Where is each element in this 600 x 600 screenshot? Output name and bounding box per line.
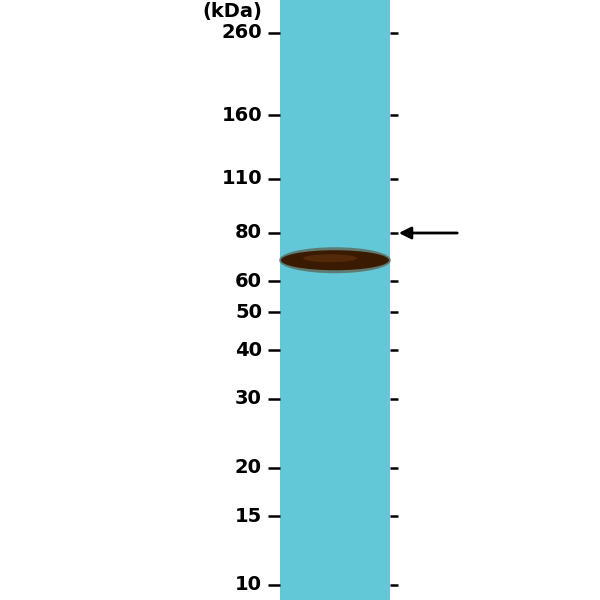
Ellipse shape	[303, 254, 357, 262]
Text: 15: 15	[235, 507, 262, 526]
Text: 30: 30	[235, 389, 262, 409]
Text: 10: 10	[235, 575, 262, 595]
Text: 160: 160	[221, 106, 262, 125]
Text: 110: 110	[221, 169, 262, 188]
Text: 80: 80	[235, 223, 262, 242]
Text: (kDa): (kDa)	[202, 1, 262, 20]
Text: 50: 50	[235, 303, 262, 322]
Text: 260: 260	[221, 23, 262, 43]
Text: 40: 40	[235, 341, 262, 359]
Ellipse shape	[281, 250, 389, 270]
Ellipse shape	[279, 247, 391, 273]
Text: 20: 20	[235, 458, 262, 477]
Text: 60: 60	[235, 272, 262, 291]
Bar	[280, 0, 390, 600]
